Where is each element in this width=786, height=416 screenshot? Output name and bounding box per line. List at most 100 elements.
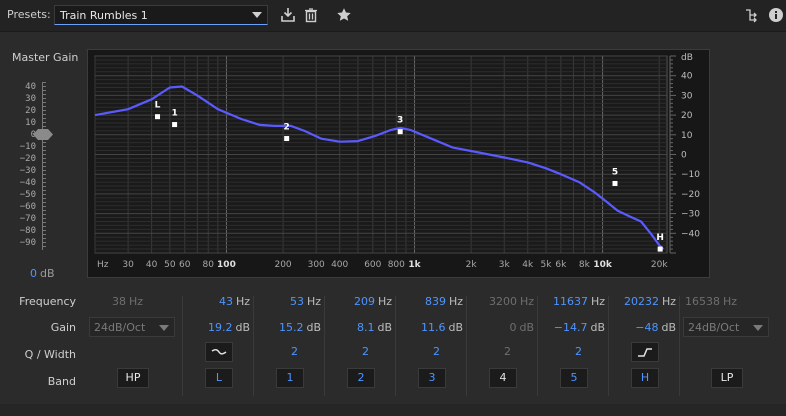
master-scale-tick xyxy=(43,242,46,243)
band-toggle-1[interactable]: 1 xyxy=(276,368,304,388)
chevron-down-icon xyxy=(753,325,763,331)
band-toggle-2[interactable]: 2 xyxy=(347,368,375,388)
band-handle-1[interactable] xyxy=(172,122,178,128)
gain-value[interactable]: −14.7 dB xyxy=(539,321,605,334)
band-toggle-3[interactable]: 3 xyxy=(418,368,446,388)
x-tick-label: 3k xyxy=(499,260,511,270)
q-value[interactable]: 2 xyxy=(397,345,440,358)
frequency-value[interactable]: 38 Hz xyxy=(87,295,143,308)
band-handle-H[interactable] xyxy=(657,246,663,252)
frequency-value[interactable]: 839 Hz xyxy=(397,295,463,308)
high-shelf-shape-button[interactable] xyxy=(631,342,659,362)
routing-icon[interactable] xyxy=(744,7,760,23)
gain-unit: dB xyxy=(590,321,605,334)
gain-value[interactable]: 15.2 dB xyxy=(255,321,321,334)
band-toggle-l[interactable]: L xyxy=(205,368,233,388)
q-number: 2 xyxy=(433,345,440,358)
y-tick-label: 10 xyxy=(681,131,693,141)
master-gain-slider-thumb[interactable] xyxy=(33,129,53,140)
presets-toolbar: Presets: Train Rumbles 1 xyxy=(0,0,786,32)
master-scale-tick xyxy=(43,238,46,239)
low-shelf-shape-button[interactable] xyxy=(205,342,233,362)
master-scale-tick xyxy=(43,122,46,123)
band-toggle-hp[interactable]: HP xyxy=(117,368,149,388)
frequency-value[interactable]: 53 Hz xyxy=(255,295,321,308)
band-column-lp: 16538 Hz 24dB/Oct LP xyxy=(681,292,776,398)
x-tick-label: 2k xyxy=(466,260,478,270)
master-scale-tick xyxy=(43,210,46,211)
x-tick-label: 30 xyxy=(122,260,134,270)
band-column-2: 209 Hz 8.1 dB 2 2 xyxy=(326,292,397,398)
gain-value[interactable]: 11.6 dB xyxy=(397,321,463,334)
y-tick-label: −40 xyxy=(681,229,700,239)
band-handle-label: 3 xyxy=(397,116,403,126)
slope-dropdown[interactable]: 24dB/Oct xyxy=(89,317,175,337)
band-toggle-h[interactable]: H xyxy=(631,368,659,388)
preset-dropdown[interactable]: Train Rumbles 1 xyxy=(54,5,268,25)
y-axis-unit: dB xyxy=(681,53,693,63)
master-scale-tick xyxy=(43,114,46,115)
master-gain-slider-track[interactable] xyxy=(42,82,47,250)
frequency-value[interactable]: 43 Hz xyxy=(184,295,250,308)
delete-preset-icon[interactable] xyxy=(303,7,319,23)
q-number: 2 xyxy=(575,345,582,358)
frequency-unit: Hz xyxy=(590,295,605,308)
frequency-number: 16538 xyxy=(684,295,720,308)
band-toggle-4[interactable]: 4 xyxy=(489,368,517,388)
frequency-value[interactable]: 11637 Hz xyxy=(539,295,605,308)
gain-value[interactable]: 8.1 dB xyxy=(326,321,392,334)
save-preset-icon[interactable] xyxy=(280,7,296,23)
column-divider xyxy=(466,296,467,396)
master-scale-tick xyxy=(43,178,46,179)
x-tick-label: 100 xyxy=(217,260,236,270)
band-handle-5[interactable] xyxy=(612,180,618,186)
q-value[interactable]: 2 xyxy=(468,345,511,358)
column-divider xyxy=(679,296,680,396)
eq-graph-canvas[interactable]: Hz 30 40 50 60 80 100 200 300 400 600 800 1k 2k 3k 4k 5k… xyxy=(88,50,709,277)
band-toggle-5[interactable]: 5 xyxy=(560,368,588,388)
gain-value[interactable]: 19.2 dB xyxy=(184,321,250,334)
frequency-unit: Hz xyxy=(519,295,534,308)
x-tick-label: 1k xyxy=(408,260,421,270)
y-tick-label: 0 xyxy=(681,151,687,161)
q-value[interactable]: 2 xyxy=(539,345,582,358)
frequency-number: 38 xyxy=(111,295,126,308)
master-scale-tick xyxy=(43,90,46,91)
frequency-unit: Hz xyxy=(377,295,392,308)
frequency-value[interactable]: 209 Hz xyxy=(326,295,392,308)
x-tick-label: 200 xyxy=(274,260,291,270)
column-divider xyxy=(395,296,396,396)
master-scale-tick xyxy=(43,202,46,203)
q-number: 2 xyxy=(504,345,511,358)
q-value[interactable]: 2 xyxy=(326,345,369,358)
frequency-value[interactable]: 16538 Hz xyxy=(681,295,737,308)
master-scale-label: 40 xyxy=(25,82,36,92)
master-scale-tick xyxy=(43,194,46,195)
frequency-value[interactable]: 20232 Hz xyxy=(610,295,676,308)
master-gain-value[interactable]: 0 dB xyxy=(30,267,55,280)
master-scale-tick xyxy=(43,110,46,111)
master-scale-tick xyxy=(43,234,46,235)
q-value[interactable]: 2 xyxy=(255,345,298,358)
band-handle-2[interactable] xyxy=(284,136,290,142)
gain-value[interactable]: 0 dB xyxy=(468,321,534,334)
column-divider xyxy=(182,296,183,396)
gain-unit: dB xyxy=(519,321,534,334)
master-scale-label: 20 xyxy=(25,106,36,116)
frequency-unit: Hz xyxy=(448,295,463,308)
eq-graph[interactable]: Hz 30 40 50 60 80 100 200 300 400 600 800 1k 2k 3k 4k 5k… xyxy=(87,49,710,278)
gain-unit: dB xyxy=(235,321,250,334)
band-handle-L[interactable] xyxy=(155,114,161,120)
band-toggle-lp[interactable]: LP xyxy=(711,368,743,388)
gain-number: −48 xyxy=(635,321,659,334)
master-scale-tick xyxy=(43,206,46,207)
info-icon[interactable] xyxy=(768,7,784,23)
master-scale-tick xyxy=(43,186,46,187)
gain-value[interactable]: −48 dB xyxy=(610,321,676,334)
frequency-value[interactable]: 3200 Hz xyxy=(468,295,534,308)
master-scale-tick xyxy=(43,118,46,119)
band-handle-3[interactable] xyxy=(397,129,403,135)
favorite-star-icon[interactable] xyxy=(336,7,352,23)
slope-dropdown[interactable]: 24dB/Oct xyxy=(683,317,769,337)
gain-number: 19.2 xyxy=(207,321,233,334)
